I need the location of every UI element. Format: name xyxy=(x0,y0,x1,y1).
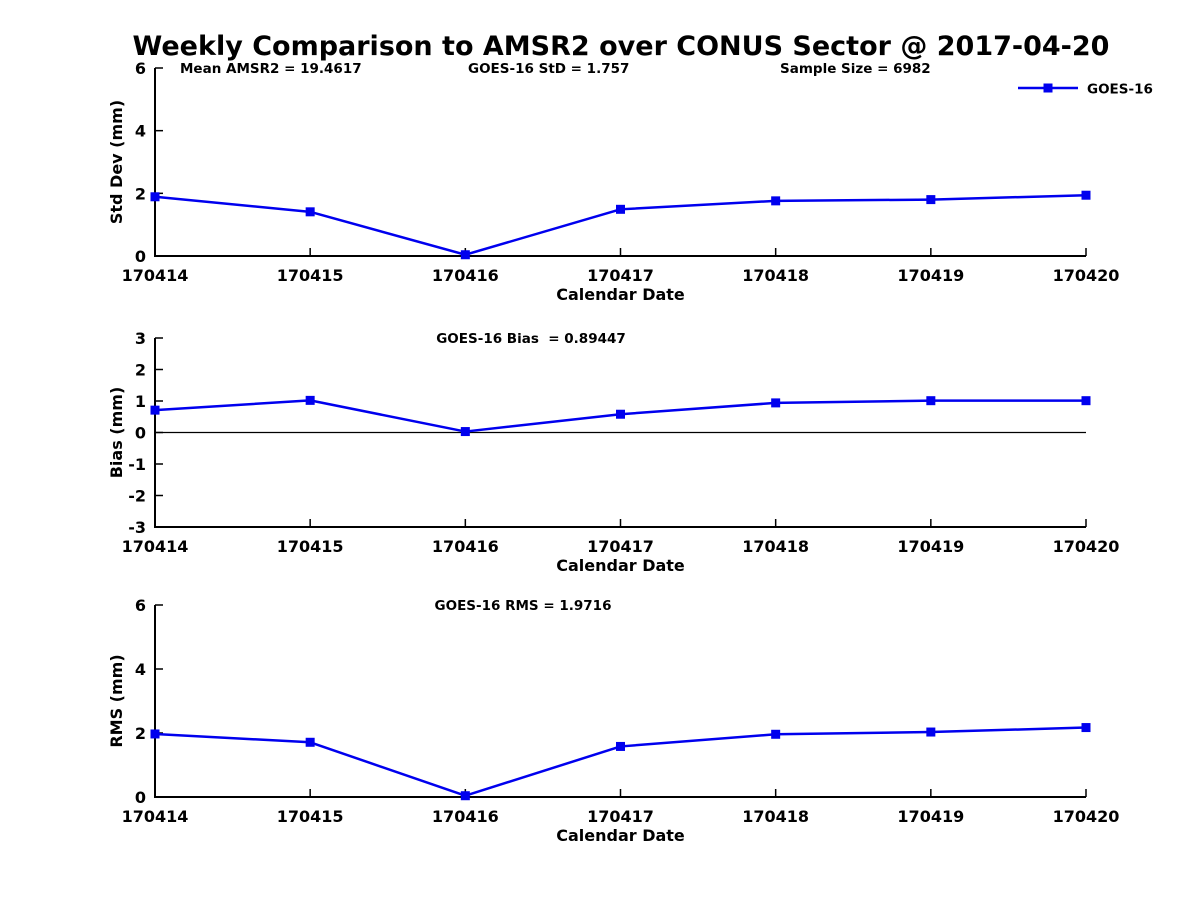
data-point-marker xyxy=(1081,723,1091,733)
x-tick-label: 170414 xyxy=(122,266,189,285)
data-point-marker xyxy=(1081,190,1091,200)
y-tick-label: -2 xyxy=(128,487,146,506)
y-tick-label: 0 xyxy=(135,788,146,807)
goes-16-line xyxy=(154,726,1087,797)
stats-annotation: GOES-16 Bias = 0.89447 xyxy=(436,331,626,347)
legend-marker xyxy=(1043,83,1053,93)
x-tick-label: 170414 xyxy=(122,537,189,556)
data-point-marker xyxy=(771,729,781,739)
y-axis-label: RMS (mm) xyxy=(107,654,126,747)
x-tick-label: 170416 xyxy=(432,807,499,826)
x-tick-label: 170420 xyxy=(1053,807,1120,826)
data-point-marker xyxy=(305,737,315,747)
x-tick-label: 170414 xyxy=(122,807,189,826)
stats-annotation: GOES-16 StD = 1.757 xyxy=(468,61,629,77)
stats-annotation: Mean AMSR2 = 19.4617 xyxy=(180,61,362,77)
data-point-marker xyxy=(771,398,781,408)
x-tick-label: 170415 xyxy=(277,266,344,285)
axis-frame xyxy=(154,68,1086,257)
data-point-marker xyxy=(926,727,936,737)
data-point-marker xyxy=(150,729,160,739)
x-tick-label: 170417 xyxy=(587,537,654,556)
x-tick-label: 170417 xyxy=(587,266,654,285)
x-tick-label: 170418 xyxy=(742,807,809,826)
x-tick-label: 170419 xyxy=(897,537,964,556)
x-tick-label: 170420 xyxy=(1053,266,1120,285)
legend-label: GOES-16 xyxy=(1087,82,1153,98)
data-point-marker xyxy=(616,741,625,751)
data-point-marker xyxy=(150,192,160,202)
y-axis-label: Bias (mm) xyxy=(107,387,126,479)
x-tick-label: 170415 xyxy=(277,807,344,826)
y-tick-label: -1 xyxy=(128,455,146,474)
x-axis-label: Calendar Date xyxy=(556,285,685,304)
x-tick-label: 170419 xyxy=(897,807,964,826)
data-point-marker xyxy=(150,405,160,415)
data-point-marker xyxy=(460,791,470,801)
stats-annotation: Sample Size = 6982 xyxy=(780,61,931,77)
y-tick-label: 6 xyxy=(135,59,146,78)
y-axis-label: Std Dev (mm) xyxy=(107,100,126,224)
y-tick-label: -3 xyxy=(128,518,146,537)
y-tick-label: 2 xyxy=(135,361,146,380)
data-point-marker xyxy=(460,427,470,437)
x-tick-label: 170420 xyxy=(1053,537,1120,556)
stats-annotation: GOES-16 RMS = 1.9716 xyxy=(435,598,612,614)
x-tick-label: 170415 xyxy=(277,537,344,556)
x-tick-label: 170419 xyxy=(897,266,964,285)
x-axis-label: Calendar Date xyxy=(556,556,685,575)
x-tick-label: 170417 xyxy=(587,807,654,826)
y-tick-label: 2 xyxy=(135,184,146,203)
data-point-marker xyxy=(926,195,936,205)
data-point-marker xyxy=(460,250,470,260)
data-point-marker xyxy=(1081,396,1091,406)
data-point-marker xyxy=(305,207,315,217)
panel-rms: 0 2 4 6 170414 170415 170416 170417 170418 170419… xyxy=(107,596,1119,845)
data-point-marker xyxy=(305,395,315,405)
y-tick-label: 1 xyxy=(135,392,146,411)
x-axis-label: Calendar Date xyxy=(556,826,685,845)
y-tick-label: 0 xyxy=(135,247,146,266)
data-point-marker xyxy=(616,204,625,214)
x-tick-label: 170418 xyxy=(742,266,809,285)
legend: GOES-16 xyxy=(1018,82,1153,98)
x-tick-label: 170418 xyxy=(742,537,809,556)
x-tick-label: 170416 xyxy=(432,537,499,556)
data-point-marker xyxy=(926,396,936,406)
data-point-marker xyxy=(616,409,625,419)
y-tick-label: 0 xyxy=(135,424,146,443)
x-tick-label: 170416 xyxy=(432,266,499,285)
y-tick-label: 2 xyxy=(135,724,146,743)
panel-std-dev: 0 2 4 6 170414 170415 170416 170417 170418 170419… xyxy=(107,59,1119,304)
y-tick-label: 4 xyxy=(135,122,146,141)
data-point-marker xyxy=(771,196,781,206)
y-tick-label: 3 xyxy=(135,329,146,348)
y-tick-label: 4 xyxy=(135,660,146,679)
y-tick-label: 6 xyxy=(135,596,146,615)
axis-frame xyxy=(154,605,1086,798)
panels-container: 0 2 4 6 170414 170415 170416 170417 170418 170419… xyxy=(107,59,1119,845)
panel-bias: -3 -2 -1 0 1 2 3 170414 170415 170416 170417 170418… xyxy=(107,329,1119,575)
goes-16-line xyxy=(154,193,1087,256)
chart-title: Weekly Comparison to AMSR2 over CONUS Se… xyxy=(133,31,1110,62)
